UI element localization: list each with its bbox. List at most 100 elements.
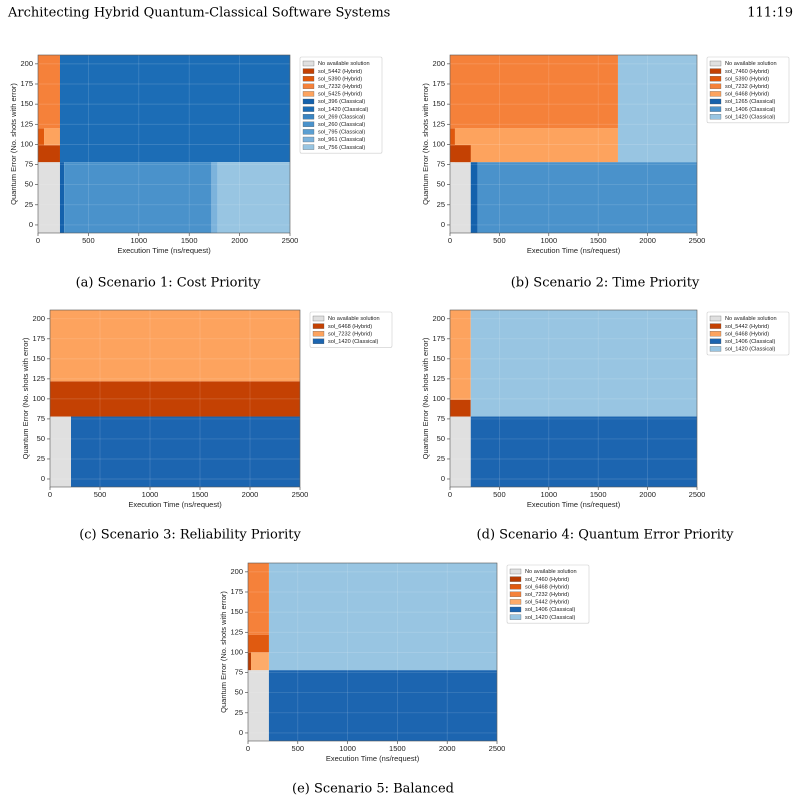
x-tick-label: 2500 bbox=[489, 744, 506, 753]
legend-label: sol_396 (Classical) bbox=[318, 99, 365, 105]
y-tick-label: 125 bbox=[230, 627, 243, 636]
x-axis-label: Execution Time (ns/request) bbox=[117, 246, 211, 255]
region bbox=[454, 128, 618, 163]
y-axis-label: Quantum Error (No. shots with error) bbox=[219, 591, 228, 713]
plot-frame bbox=[37, 54, 291, 234]
region bbox=[248, 634, 269, 653]
y-tick-label: 25 bbox=[437, 200, 445, 209]
legend-box bbox=[309, 311, 393, 348]
region bbox=[248, 652, 251, 671]
legend-swatch bbox=[709, 331, 722, 337]
legend-label: sol_260 (Classical) bbox=[318, 122, 365, 128]
legend-swatch bbox=[302, 83, 315, 89]
y-tick-label: 25 bbox=[437, 454, 445, 463]
legend-box bbox=[299, 56, 383, 154]
region bbox=[450, 162, 471, 233]
legend-swatch bbox=[312, 338, 325, 344]
legend-swatch bbox=[709, 323, 722, 329]
legend-swatch bbox=[509, 584, 522, 590]
legend-swatch bbox=[312, 323, 325, 329]
x-tick-label: 2500 bbox=[282, 236, 299, 245]
y-tick-label: 50 bbox=[235, 688, 243, 697]
region bbox=[59, 55, 291, 163]
legend-swatch bbox=[509, 591, 522, 597]
page-number: 111:19 bbox=[747, 6, 793, 21]
y-tick-label: 150 bbox=[230, 607, 243, 616]
x-tick-label: 1500 bbox=[590, 236, 607, 245]
y-tick-label: 175 bbox=[432, 79, 445, 88]
legend-label: sol_961 (Classical) bbox=[318, 137, 365, 143]
chart: 0 500 1000 1500 2000 2500 0 25 50 75 100 125 150 175 2… bbox=[421, 54, 790, 291]
running-title: Architecting Hybrid Quantum-Classical So… bbox=[7, 6, 390, 21]
x-tick-label: 0 bbox=[448, 236, 452, 245]
legend-swatch bbox=[302, 68, 315, 74]
x-tick-label: 2000 bbox=[231, 236, 248, 245]
region bbox=[450, 416, 471, 487]
legend-label: No available solution bbox=[318, 61, 370, 67]
y-tick-label: 25 bbox=[37, 454, 45, 463]
legend-label: sol_7460 (Hybrid) bbox=[725, 69, 769, 75]
x-tick-label: 0 bbox=[448, 490, 452, 499]
region bbox=[450, 145, 471, 163]
y-tick-label: 50 bbox=[437, 434, 445, 443]
y-axis-label: Quantum Error (No. shots with error) bbox=[9, 83, 18, 205]
legend-label: sol_6468 (Hybrid) bbox=[725, 331, 769, 337]
legend-box bbox=[706, 56, 790, 124]
legend-label: sol_1406 (Classical) bbox=[725, 107, 776, 113]
region bbox=[38, 128, 45, 146]
legend-label: sol_1420 (Classical) bbox=[725, 347, 776, 353]
legend-swatch bbox=[709, 315, 722, 322]
region bbox=[450, 310, 471, 400]
y-tick-label: 175 bbox=[20, 79, 33, 88]
legend-swatch bbox=[709, 346, 722, 352]
legend-swatch bbox=[302, 136, 315, 143]
x-tick-label: 1000 bbox=[540, 236, 557, 245]
chart: 0 500 1000 1500 2000 2500 0 25 50 75 100 125 150 175 2… bbox=[421, 309, 790, 543]
legend-swatch bbox=[302, 144, 315, 150]
caption: (e) Scenario 5: Balanced bbox=[292, 782, 454, 797]
y-tick-label: 150 bbox=[32, 354, 45, 363]
legend-label: sol_1420 (Classical) bbox=[525, 615, 576, 621]
y-axis-label: Quantum Error (No. shots with error) bbox=[421, 337, 430, 459]
x-tick-label: 2500 bbox=[689, 236, 706, 245]
legend-swatch bbox=[302, 76, 315, 82]
legend-label: sol_5442 (Hybrid) bbox=[525, 600, 569, 606]
x-tick-label: 1500 bbox=[181, 236, 198, 245]
legend-swatch bbox=[709, 76, 722, 82]
legend-label: sol_5442 (Hybrid) bbox=[725, 324, 769, 330]
region bbox=[268, 563, 497, 671]
region bbox=[59, 162, 65, 233]
region bbox=[44, 128, 60, 146]
plot-frame bbox=[449, 54, 698, 234]
legend-label: No available solution bbox=[725, 61, 777, 67]
x-tick-label: 1500 bbox=[192, 490, 209, 499]
legend-swatch bbox=[509, 614, 522, 620]
legend-label: sol_5390 (Hybrid) bbox=[318, 76, 362, 82]
y-tick-label: 0 bbox=[239, 728, 243, 737]
x-tick-label: 2500 bbox=[689, 490, 706, 499]
y-tick-label: 0 bbox=[41, 474, 45, 483]
y-axis-label: Quantum Error (No. shots with error) bbox=[21, 337, 30, 459]
y-tick-label: 100 bbox=[32, 394, 45, 403]
region bbox=[71, 416, 300, 487]
x-tick-label: 2000 bbox=[439, 744, 456, 753]
region bbox=[50, 416, 71, 487]
region bbox=[248, 670, 269, 741]
legend-label: sol_7232 (Hybrid) bbox=[318, 84, 362, 90]
x-tick-label: 0 bbox=[48, 490, 52, 499]
y-tick-label: 25 bbox=[25, 200, 33, 209]
legend-swatch bbox=[302, 91, 315, 97]
legend-swatch bbox=[709, 114, 722, 120]
plot-frame bbox=[449, 309, 698, 488]
plot-frame bbox=[247, 562, 498, 742]
legend-label: sol_6468 (Hybrid) bbox=[725, 92, 769, 98]
legend-label: sol_795 (Classical) bbox=[318, 130, 365, 136]
legend-swatch bbox=[509, 606, 522, 613]
x-axis-label: Execution Time (ns/request) bbox=[527, 500, 621, 509]
legend-swatch bbox=[709, 106, 722, 112]
legend-label: sol_7232 (Hybrid) bbox=[525, 592, 569, 598]
region bbox=[450, 128, 455, 146]
legend-label: sol_1406 (Classical) bbox=[525, 607, 576, 613]
legend-swatch bbox=[709, 83, 722, 89]
legend-swatch bbox=[509, 568, 522, 575]
